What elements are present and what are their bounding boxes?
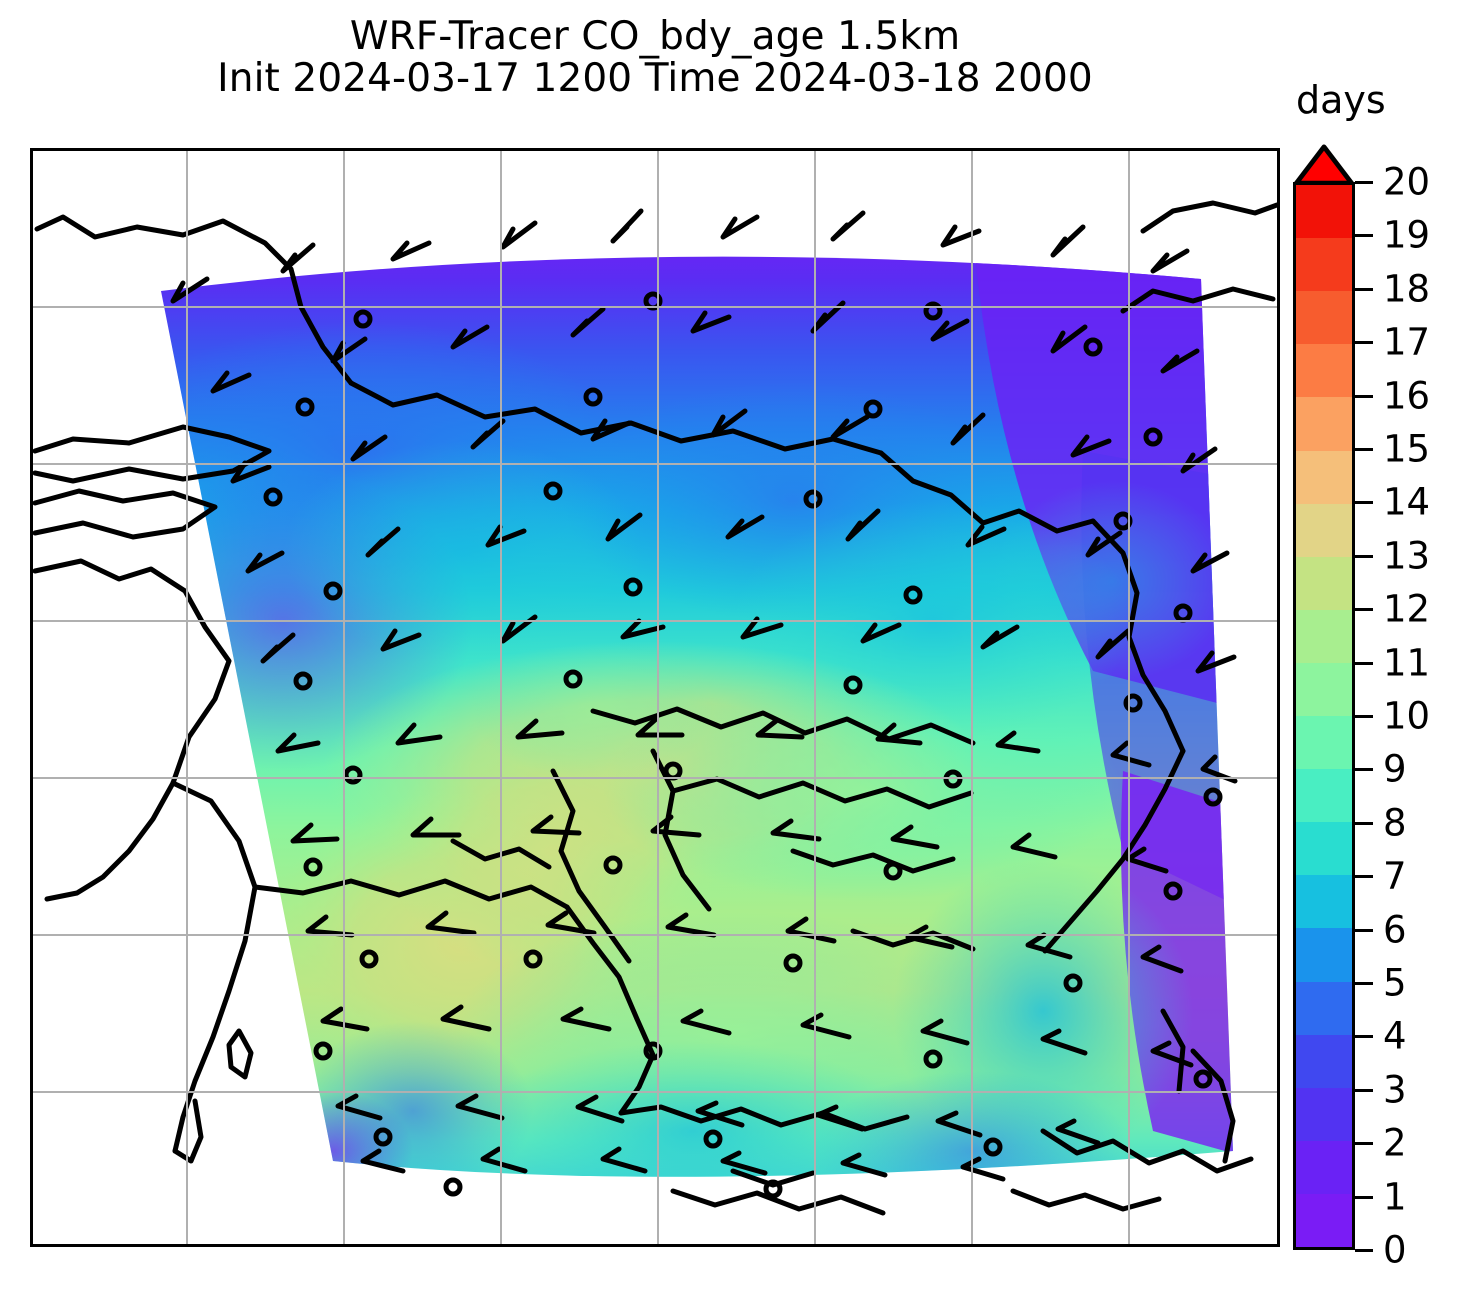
colorbar-tick-mark: [1355, 661, 1373, 665]
colorbar-tick-label: 2: [1383, 1121, 1407, 1165]
colorbar-tick-label: 6: [1383, 908, 1407, 952]
colorbar-tick-mark: [1355, 1142, 1373, 1146]
colorbar-tick-mark: [1355, 1249, 1373, 1252]
gridline-vertical: [657, 151, 659, 1244]
colorbar-segment: [1296, 556, 1352, 610]
colorbar-tick-mark: [1355, 608, 1373, 612]
map-plot-area[interactable]: [30, 148, 1280, 1247]
gridline-vertical: [500, 151, 502, 1244]
colorbar-tick-mark: [1355, 1088, 1373, 1092]
colorbar-tick-mark: [1355, 287, 1373, 291]
colorbar-tick-label: 10: [1383, 694, 1431, 738]
colorbar-tick-label: 5: [1383, 961, 1407, 1005]
colorbar-segment: [1296, 503, 1352, 557]
colorbar-tick-label: 9: [1383, 747, 1407, 791]
coastlines-layer: [33, 200, 1277, 1216]
colorbar-segment: [1296, 822, 1352, 876]
colorbar-segment: [1296, 875, 1352, 929]
colorbar-segment: [1296, 450, 1352, 504]
colorbar-unit-label: days: [1296, 78, 1386, 122]
colorbar-tick-mark: [1355, 341, 1373, 345]
station-circles: [263, 291, 1223, 1199]
colorbar-tick-label: 1: [1383, 1175, 1407, 1219]
colorbar-ticks: 0 1 2 3 4 5 6 7 8 9 10 11 12 13 14 15 16 17 18 19 20: [1355, 144, 1455, 1272]
colorbar-tick-mark: [1355, 448, 1373, 451]
page-title: WRF-Tracer CO_bdy_age 1.5km Init 2024-03…: [30, 14, 1280, 102]
gridline-vertical: [814, 151, 816, 1244]
colorbar-tick-label: 16: [1383, 374, 1431, 418]
colorbar-tick-label: 0: [1383, 1228, 1407, 1272]
gridline-horizontal: [33, 620, 1277, 622]
colorbar-segment: [1296, 716, 1352, 770]
gridline-vertical: [1128, 151, 1130, 1244]
colorbar-tick-label: 3: [1383, 1068, 1407, 1112]
colorbar-segment: [1296, 185, 1352, 239]
colorbar-segment: [1296, 769, 1352, 823]
colorbar-tick-label: 12: [1383, 587, 1431, 631]
colorbar-tick-label: 13: [1383, 534, 1431, 578]
gridline-horizontal: [33, 306, 1277, 308]
colorbar-tick-label: 11: [1383, 641, 1431, 685]
colorbar-tick-label: 4: [1383, 1014, 1407, 1058]
colorbar-segment: [1296, 1140, 1352, 1194]
colorbar-segment: [1296, 238, 1352, 292]
colorbar-tick-label: 15: [1383, 427, 1431, 471]
gridline-horizontal: [33, 1091, 1277, 1093]
colorbar-tick-label: 20: [1383, 160, 1431, 204]
colorbar-tick-label: 14: [1383, 480, 1431, 524]
wind-barbs-layer: [170, 208, 1238, 1199]
colorbar-tick-label: 17: [1383, 320, 1431, 364]
gridline-horizontal: [33, 934, 1277, 936]
colorbar-tick-mark: [1355, 715, 1373, 718]
colorbar-segment: [1296, 609, 1352, 663]
colorbar-segment: [1296, 291, 1352, 345]
gridline-vertical: [971, 151, 973, 1244]
gridline-horizontal: [33, 463, 1277, 465]
title-line-1: WRF-Tracer CO_bdy_age 1.5km: [349, 14, 961, 59]
colorbar-tick-mark: [1355, 928, 1373, 932]
colorbar-extend-arrow: [1293, 144, 1355, 186]
tracer-age-field: [161, 256, 1233, 1177]
colorbar-tick-mark: [1355, 982, 1373, 985]
map-svg: [33, 200, 1277, 1216]
colorbar-tick-mark: [1355, 501, 1373, 505]
map-canvas: [33, 151, 1277, 1244]
colorbar-tick-mark: [1355, 1035, 1373, 1039]
colorbar-tick-mark: [1355, 1195, 1373, 1199]
colorbar-segment: [1296, 397, 1352, 451]
colorbar-segment: [1296, 1034, 1352, 1088]
colorbar-segment: [1296, 1193, 1352, 1247]
colorbar-tick-mark: [1355, 875, 1373, 879]
colorbar-tick-label: 7: [1383, 854, 1407, 898]
colorbar-gradient: [1293, 182, 1355, 1250]
colorbar-segment: [1296, 928, 1352, 982]
gridline-vertical: [343, 151, 345, 1244]
colorbar[interactable]: [1293, 144, 1357, 1250]
colorbar-segment: [1296, 1087, 1352, 1141]
title-line-2: Init 2024-03-17 1200 Time 2024-03-18 200…: [217, 56, 1093, 102]
colorbar-segment: [1296, 981, 1352, 1035]
colorbar-tick-mark: [1355, 394, 1373, 398]
colorbar-tick-label: 8: [1383, 801, 1407, 845]
colorbar-tick-mark: [1355, 181, 1373, 184]
colorbar-tick-mark: [1355, 768, 1373, 772]
gridline-vertical: [186, 151, 188, 1244]
colorbar-segment: [1296, 662, 1352, 716]
colorbar-tick-mark: [1355, 234, 1373, 238]
colorbar-tick-label: 19: [1383, 213, 1431, 257]
colorbar-tick-label: 18: [1383, 267, 1431, 311]
gridline-horizontal: [33, 777, 1277, 779]
colorbar-tick-mark: [1355, 821, 1373, 825]
colorbar-segment: [1296, 344, 1352, 398]
colorbar-tick-mark: [1355, 554, 1373, 558]
